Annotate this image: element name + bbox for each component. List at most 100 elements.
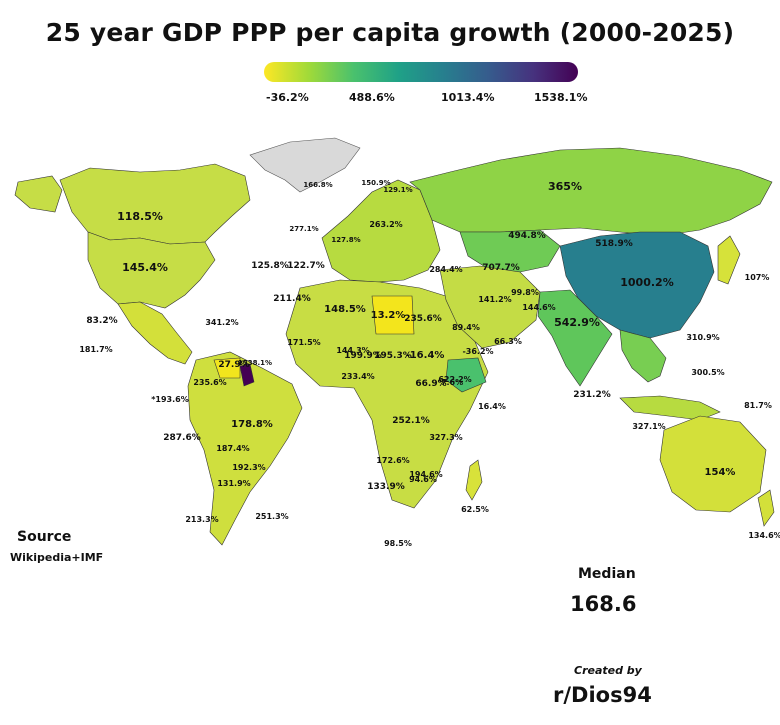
country-label-layer: 118.5% 145.4% 83.2% 181.7% 166.8% 211.4% 125.8… bbox=[79, 179, 780, 548]
country-growth-label: 199.9% bbox=[344, 351, 382, 361]
country-growth-label: 192.3% bbox=[232, 463, 265, 472]
country-growth-label: -16.4% bbox=[406, 350, 445, 361]
country-growth-label: 1000.2% bbox=[620, 276, 673, 289]
country-growth-label: 66.9% bbox=[415, 379, 446, 389]
median-value: 168.6 bbox=[570, 592, 637, 616]
country-growth-label: 622.2% bbox=[438, 375, 471, 384]
country-growth-label: 1538.1% bbox=[238, 359, 272, 367]
libya-region bbox=[371, 295, 415, 335]
russia-region bbox=[409, 147, 773, 237]
country-growth-label: 148.5% bbox=[324, 304, 366, 315]
country-growth-label: -36.2% bbox=[462, 347, 493, 356]
country-growth-label: 365% bbox=[548, 180, 582, 193]
greenland-region bbox=[249, 137, 361, 193]
country-growth-label: 263.2% bbox=[369, 220, 402, 229]
country-growth-label: *193.6% bbox=[151, 395, 189, 404]
country-growth-label: 707.7% bbox=[482, 263, 520, 273]
country-growth-label: 94.6% bbox=[409, 475, 437, 484]
country-growth-label: 99.8% bbox=[511, 288, 539, 297]
country-growth-label: 178.8% bbox=[231, 419, 273, 430]
country-growth-label: 341.2% bbox=[205, 318, 238, 327]
country-growth-label: 141.2% bbox=[478, 295, 511, 304]
europe-region bbox=[321, 179, 441, 283]
india-region bbox=[537, 289, 613, 387]
country-growth-label: 518.9% bbox=[595, 239, 633, 249]
country-growth-label: 277.1% bbox=[289, 225, 318, 233]
country-growth-label: 251.3% bbox=[255, 512, 288, 521]
legend-tick-min: -36.2% bbox=[266, 91, 309, 104]
source-text: Wikipedia+IMF bbox=[10, 551, 104, 564]
country-growth-label: 7.6% bbox=[441, 378, 463, 387]
country-growth-label: 154% bbox=[705, 467, 736, 478]
country-growth-label: 144.6% bbox=[522, 303, 555, 312]
southeast-asia-region bbox=[619, 329, 667, 383]
country-growth-label: 66.3% bbox=[494, 337, 522, 346]
venezuela-region bbox=[213, 357, 241, 379]
country-growth-label: 211.4% bbox=[273, 294, 311, 304]
country-growth-label: 134.6% bbox=[748, 531, 780, 540]
country-growth-label: 131.9% bbox=[217, 479, 250, 488]
country-growth-label: 252.1% bbox=[392, 416, 430, 426]
country-growth-label: 187.4% bbox=[216, 444, 249, 453]
country-growth-label: 287.6% bbox=[163, 433, 201, 443]
world-map: 118.5% 145.4% 83.2% 181.7% 166.8% 211.4% 125.8… bbox=[14, 137, 780, 548]
country-growth-label: 81.7% bbox=[744, 401, 772, 410]
central-asia-region bbox=[459, 229, 561, 273]
country-growth-label: 327.3% bbox=[429, 433, 462, 442]
guyana-region bbox=[239, 363, 255, 387]
country-growth-label: 327.1% bbox=[632, 422, 665, 431]
country-growth-label: 150.9% bbox=[361, 179, 390, 187]
credit-label: Created by bbox=[574, 664, 642, 677]
country-growth-label: 235.6% bbox=[193, 378, 226, 387]
median-label: Median bbox=[578, 566, 636, 582]
new-zealand-region bbox=[757, 489, 775, 527]
country-growth-label: 127.8% bbox=[331, 236, 360, 244]
ethiopia-region bbox=[445, 357, 487, 393]
country-growth-label: 83.2% bbox=[86, 316, 117, 326]
country-growth-label: 195.3% bbox=[374, 351, 412, 361]
country-growth-label: 62.5% bbox=[461, 505, 489, 514]
country-growth-label: 166.8% bbox=[303, 181, 332, 189]
legend-tick-2: 488.6% bbox=[349, 91, 395, 104]
country-growth-label: 300.5% bbox=[691, 368, 724, 377]
country-growth-label: 494.8% bbox=[508, 231, 546, 241]
alaska-region bbox=[14, 175, 63, 213]
country-growth-label: 144.3% bbox=[336, 346, 369, 355]
credit-name: r/Dios94 bbox=[553, 683, 652, 707]
country-growth-label: 171.5% bbox=[287, 338, 320, 347]
madagascar-region bbox=[465, 459, 483, 501]
country-growth-label: 13.2% bbox=[371, 310, 406, 321]
country-growth-label: 122.7% bbox=[287, 261, 325, 271]
country-growth-label: 98.5% bbox=[384, 539, 412, 548]
country-growth-label: 118.5% bbox=[117, 210, 163, 223]
country-growth-label: 125.8% bbox=[251, 261, 289, 271]
legend-tick-max: 1538.1% bbox=[534, 91, 588, 104]
country-growth-label: 89.4% bbox=[452, 323, 480, 332]
mexico-central-america-region bbox=[117, 301, 193, 365]
country-growth-label: 27.9% bbox=[218, 360, 249, 370]
country-growth-label: 542.9% bbox=[554, 316, 600, 329]
japan-region bbox=[717, 235, 741, 285]
country-growth-label: 181.7% bbox=[79, 345, 112, 354]
country-growth-label: 133.9% bbox=[367, 482, 405, 492]
source-label: Source bbox=[17, 529, 72, 545]
country-growth-label: 233.4% bbox=[341, 372, 374, 381]
country-growth-label: 16.4% bbox=[478, 402, 506, 411]
country-growth-label: 172.6% bbox=[376, 456, 409, 465]
country-growth-label: 194.6% bbox=[409, 470, 442, 479]
africa-region bbox=[285, 279, 489, 509]
south-america-region bbox=[187, 351, 303, 546]
usa-region bbox=[87, 231, 216, 309]
color-scale-legend bbox=[264, 62, 578, 82]
indonesia-region bbox=[619, 395, 721, 421]
middle-east-region bbox=[439, 265, 541, 349]
country-growth-label: 231.2% bbox=[573, 390, 611, 400]
country-growth-label: 129.1% bbox=[383, 186, 412, 194]
country-growth-label: 107% bbox=[745, 273, 770, 282]
country-growth-label: 310.9% bbox=[686, 333, 719, 342]
australia-region bbox=[659, 415, 767, 513]
country-growth-label: 235.6% bbox=[404, 314, 442, 324]
country-growth-label: 213.3% bbox=[185, 515, 218, 524]
country-growth-label: 284.4% bbox=[429, 265, 462, 274]
country-growth-label: 145.4% bbox=[122, 261, 168, 274]
